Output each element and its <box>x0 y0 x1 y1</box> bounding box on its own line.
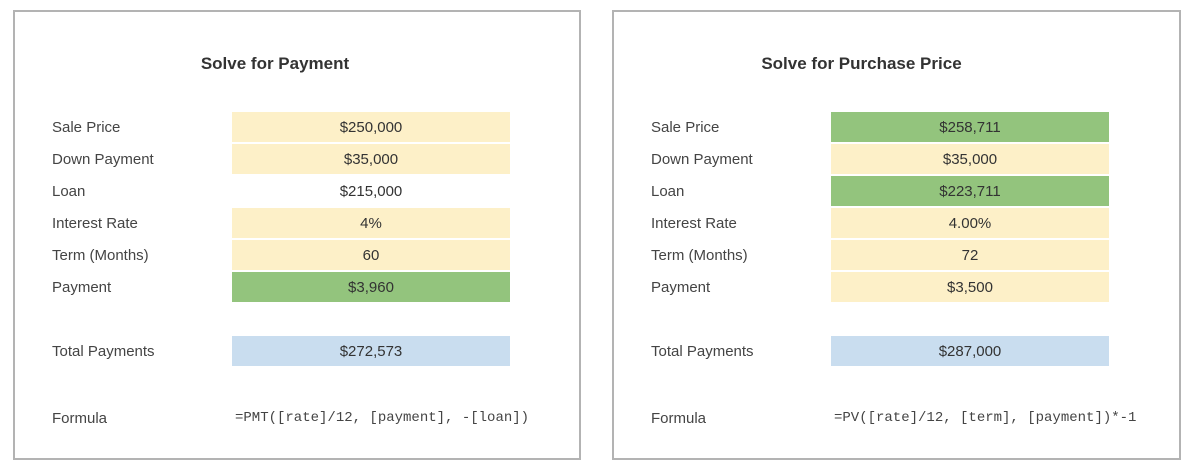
term-cell[interactable]: 72 <box>831 240 1109 270</box>
payment-cell[interactable]: $3,960 <box>232 272 510 302</box>
term-cell[interactable]: 60 <box>232 240 510 270</box>
row-loan: Loan $223,711 <box>651 176 1109 206</box>
row-label: Total Payments <box>651 342 754 360</box>
solve-for-purchase-price-panel: Solve for Purchase Price Sale Price $258… <box>612 10 1181 460</box>
loan-cell[interactable]: $223,711 <box>831 176 1109 206</box>
row-label: Interest Rate <box>651 214 737 232</box>
panel-title: Solve for Payment <box>200 54 350 73</box>
row-payment: Payment $3,500 <box>651 272 1109 302</box>
row-label: Payment <box>651 278 711 296</box>
total-payments-cell[interactable]: $287,000 <box>831 336 1109 366</box>
row-term: Term (Months) 72 <box>651 240 1109 270</box>
row-label: Formula <box>52 409 108 427</box>
row-label: Term (Months) <box>52 246 149 264</box>
row-interest-rate: Interest Rate 4.00% <box>651 208 1109 238</box>
row-label: Total Payments <box>52 342 155 360</box>
row-label: Formula <box>651 409 707 427</box>
row-payment: Payment $3,960 <box>52 272 510 302</box>
row-formula: Formula =PV([rate]/12, [term], [payment]… <box>651 403 1171 433</box>
formula-text[interactable]: =PMT([rate]/12, [payment], -[loan]) <box>235 410 530 426</box>
row-label: Loan <box>52 182 86 200</box>
interest-rate-cell[interactable]: 4.00% <box>831 208 1109 238</box>
row-loan: Loan $215,000 <box>52 176 402 206</box>
formula-text[interactable]: =PV([rate]/12, [term], [payment])*-1 <box>834 410 1137 426</box>
row-label: Term (Months) <box>651 246 748 264</box>
row-total-payments: Total Payments $287,000 <box>651 336 1109 366</box>
row-label: Payment <box>52 278 112 296</box>
loan-cell[interactable]: $215,000 <box>339 182 403 200</box>
payment-cell[interactable]: $3,500 <box>831 272 1109 302</box>
row-formula: Formula =PMT([rate]/12, [payment], -[loa… <box>52 403 572 433</box>
total-payments-cell[interactable]: $272,573 <box>232 336 510 366</box>
sale-price-cell[interactable]: $250,000 <box>232 112 510 142</box>
row-label: Loan <box>651 182 685 200</box>
row-term: Term (Months) 60 <box>52 240 510 270</box>
row-label: Down Payment <box>651 150 753 168</box>
row-sale-price: Sale Price $250,000 <box>52 112 510 142</box>
row-label: Sale Price <box>651 118 720 136</box>
row-down-payment: Down Payment $35,000 <box>52 144 510 174</box>
row-sale-price: Sale Price $258,711 <box>651 112 1109 142</box>
row-down-payment: Down Payment $35,000 <box>651 144 1109 174</box>
down-payment-cell[interactable]: $35,000 <box>831 144 1109 174</box>
panel-title: Solve for Purchase Price <box>761 54 962 73</box>
sale-price-cell[interactable]: $258,711 <box>831 112 1109 142</box>
row-interest-rate: Interest Rate 4% <box>52 208 510 238</box>
interest-rate-cell[interactable]: 4% <box>232 208 510 238</box>
down-payment-cell[interactable]: $35,000 <box>232 144 510 174</box>
row-label: Interest Rate <box>52 214 138 232</box>
solve-for-payment-panel: Solve for Payment Sale Price $250,000 Do… <box>13 10 581 460</box>
row-label: Sale Price <box>52 118 121 136</box>
row-total-payments: Total Payments $272,573 <box>52 336 510 366</box>
row-label: Down Payment <box>52 150 154 168</box>
